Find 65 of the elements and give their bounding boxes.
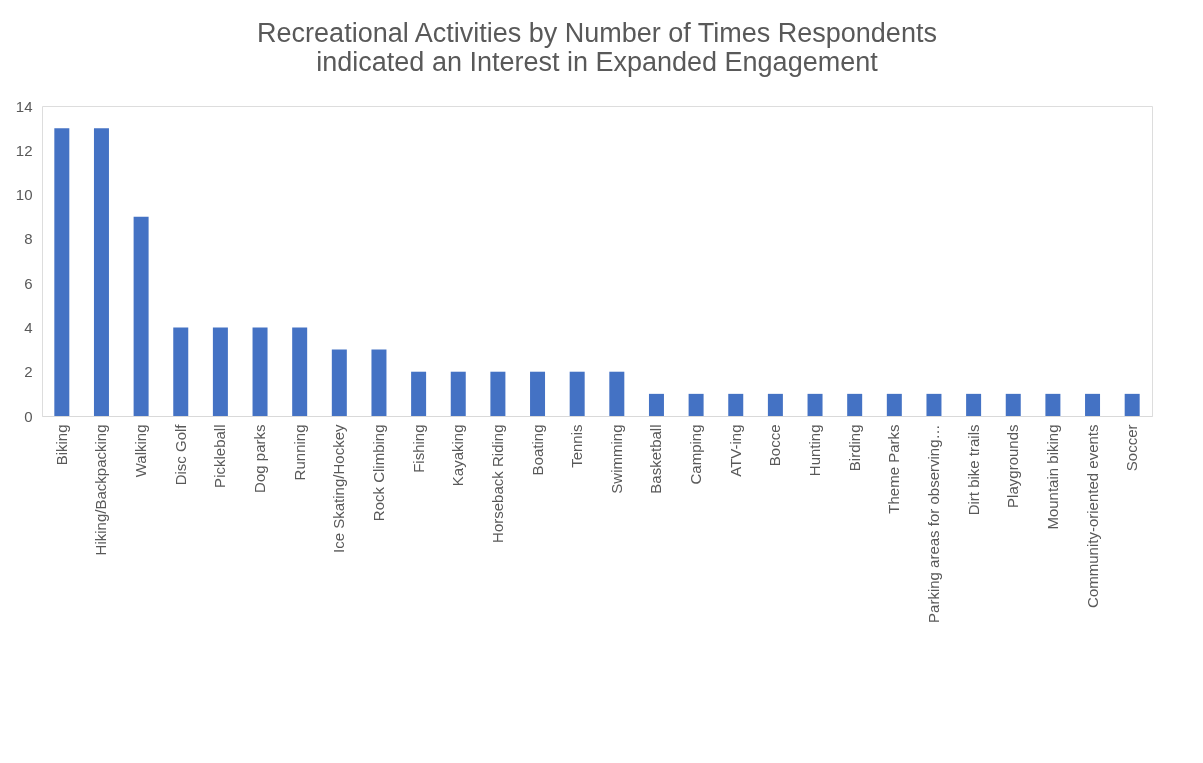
bar: [728, 393, 744, 416]
bar: [252, 327, 268, 416]
x-tick-label: Disc Golf: [171, 423, 189, 486]
bar: [767, 393, 783, 416]
bar: [371, 349, 387, 416]
bar: [886, 393, 902, 416]
chart-title: Recreational Activities by Number of Times Respondents indicated an Interest in Expanded Engagement: [257, 18, 937, 77]
x-tick-label: Bocce: [766, 424, 784, 467]
x-tick-label: Mountain biking: [1043, 424, 1061, 530]
bar: [54, 128, 70, 416]
x-tick-label: Walking: [132, 424, 150, 478]
bar: [926, 393, 942, 416]
bar: [212, 327, 228, 416]
bar: [847, 393, 863, 416]
y-tick-label: 14: [15, 97, 33, 115]
bar: [688, 393, 704, 416]
x-tick-label: Hiking/Backpacking: [92, 424, 110, 556]
bar: [1124, 393, 1140, 416]
x-tick-label: Tennis: [568, 424, 586, 468]
bar: [490, 371, 506, 416]
bar: [648, 393, 664, 416]
x-tick-label: Basketball: [647, 424, 665, 494]
bar: [411, 371, 427, 416]
x-tick-label: Hunting: [806, 424, 824, 477]
bar: [331, 349, 347, 416]
y-tick-label: 8: [24, 230, 33, 248]
x-tick-label: Horseback Riding: [488, 424, 506, 543]
y-tick-label: 6: [24, 274, 33, 292]
bar: [1005, 393, 1021, 416]
x-tick-label: Playgrounds: [1004, 424, 1022, 508]
bar: [609, 371, 625, 416]
x-tick-label: Ice Skating/Hockey: [330, 424, 348, 553]
x-tick-label: Birding: [845, 424, 863, 472]
bar: [292, 327, 308, 416]
x-tick-label: Parking areas for observing…: [924, 424, 942, 623]
y-tick-label: 10: [15, 186, 33, 204]
y-tick-label: 12: [15, 141, 33, 159]
bar: [133, 216, 149, 416]
x-tick-label: Dog parks: [251, 424, 269, 493]
x-tick-label: Rock Climbing: [369, 424, 387, 522]
x-tick-label: Pickleball: [211, 424, 229, 488]
x-tick-label: Theme Parks: [885, 424, 903, 514]
x-tick-label: Biking: [52, 424, 70, 466]
x-tick-label: Swimming: [607, 424, 625, 494]
x-tick-label: Boating: [528, 424, 546, 476]
x-tick-label: Dirt bike trails: [964, 424, 982, 516]
x-tick-label: Soccer: [1123, 424, 1141, 472]
x-tick-label: Kayaking: [449, 424, 467, 487]
bar: [569, 371, 585, 416]
bar: [1085, 393, 1101, 416]
bar: [966, 393, 982, 416]
bar: [93, 128, 109, 416]
x-tick-label: Fishing: [409, 424, 427, 473]
x-tick-label: Running: [290, 424, 308, 481]
y-tick-label: 4: [24, 318, 33, 336]
bar: [173, 327, 189, 416]
bar: [450, 371, 466, 416]
y-tick-label: 2: [24, 363, 33, 381]
x-tick-label: Camping: [687, 424, 705, 485]
x-tick-label: Community-oriented events: [1083, 424, 1101, 608]
bar: [530, 371, 546, 416]
bar: [1045, 393, 1061, 416]
y-tick-label: 0: [24, 407, 33, 425]
bar: [807, 393, 823, 416]
x-tick-label: ATV-ing: [726, 424, 744, 477]
